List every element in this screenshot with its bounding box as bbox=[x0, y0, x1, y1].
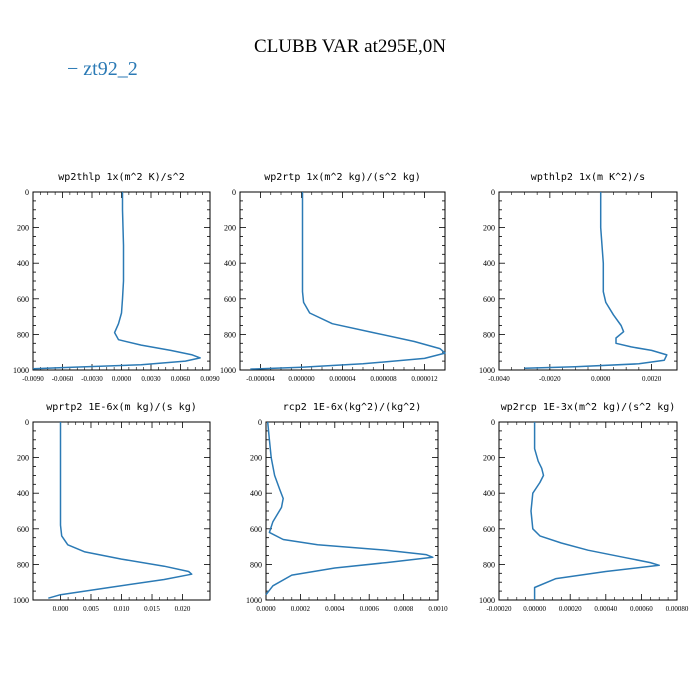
x-tick-label: -0.000004 bbox=[246, 375, 275, 383]
y-tick-label: 0 bbox=[491, 188, 495, 197]
y-tick-label: 200 bbox=[250, 454, 262, 463]
x-tick-label: 0.00060 bbox=[630, 605, 653, 613]
x-tick-label: 0.020 bbox=[175, 605, 191, 613]
y-tick-label: 400 bbox=[483, 489, 495, 498]
chart-5: rcp2 1E-6x(kg^2)/(kg^2) 0 200 400 600 800 1000… bbox=[246, 402, 448, 613]
chart-4: wprtp2 1E-6x(m kg)/(s kg) 0 200 400 600 800 10… bbox=[13, 402, 211, 613]
y-tick-label: 0 bbox=[232, 188, 236, 197]
y-tick-label: 0 bbox=[25, 418, 29, 427]
x-tick-label: 0.0008 bbox=[394, 605, 414, 613]
y-tick-label: 800 bbox=[17, 560, 29, 569]
x-tick-label: 0.0006 bbox=[360, 605, 380, 613]
y-tick-label: 200 bbox=[17, 454, 29, 463]
plot-frame bbox=[32, 421, 211, 601]
x-tick-label: 0.00040 bbox=[594, 605, 617, 613]
chart-6: wp2rcp 1E-3x(m^2 kg)/(s^2 kg) 0 200 400 600 8… bbox=[479, 402, 689, 613]
y-tick-label: 400 bbox=[224, 259, 236, 268]
plot-frame bbox=[498, 191, 678, 371]
chart-title: wp2rtp 1x(m^2 kg)/(s^2 kg) bbox=[264, 172, 421, 183]
x-tick-label: 0.0000 bbox=[256, 605, 276, 613]
x-tick-label: 0.0020 bbox=[642, 375, 662, 383]
x-tick-label: 0.000000 bbox=[288, 375, 315, 383]
x-tick-label: 0.0090 bbox=[200, 375, 220, 383]
x-tick-label: 0.0000 bbox=[112, 375, 132, 383]
x-tick-label: -0.0060 bbox=[52, 375, 74, 383]
page-title: CLUBB VAR at295E,0N bbox=[254, 36, 446, 57]
y-tick-label: 200 bbox=[483, 224, 495, 233]
x-tick-label: 0.010 bbox=[114, 605, 130, 613]
x-tick-label: 0.005 bbox=[83, 605, 99, 613]
y-tick-label: 200 bbox=[224, 224, 236, 233]
y-tick-label: 600 bbox=[17, 295, 29, 304]
chart-title: wp2rcp 1E-3x(m^2 kg)/(s^2 kg) bbox=[501, 402, 676, 413]
y-tick-label: 400 bbox=[17, 489, 29, 498]
y-tick-label: 200 bbox=[17, 224, 29, 233]
x-tick-label: 0.015 bbox=[144, 605, 160, 613]
series-line-zt92_2 bbox=[32, 192, 201, 370]
chart-1: wp2thlp 1x(m^2 K)/s^202004006008001000-0… bbox=[13, 172, 220, 383]
y-tick-label: 1000 bbox=[246, 596, 262, 605]
x-tick-label: 0.0030 bbox=[141, 375, 161, 383]
chart-3: wpthlp2 1x(m K^2)/s02004006008001000-0.0… bbox=[479, 172, 678, 383]
x-tick-label: -0.00020 bbox=[486, 605, 512, 613]
plot-frame bbox=[32, 191, 211, 371]
y-tick-label: 1000 bbox=[479, 366, 495, 375]
x-tick-label: 0.000004 bbox=[329, 375, 356, 383]
plot-frame bbox=[239, 191, 446, 371]
series-line-zt92_2 bbox=[48, 422, 193, 599]
y-tick-label: 800 bbox=[483, 560, 495, 569]
y-tick-label: 1000 bbox=[13, 366, 29, 375]
y-tick-label: 1000 bbox=[220, 366, 236, 375]
y-tick-label: 600 bbox=[483, 525, 495, 534]
chart-title: rcp2 1E-6x(kg^2)/(kg^2) bbox=[283, 402, 421, 413]
x-tick-label: 0.0060 bbox=[171, 375, 191, 383]
series-line-zt92_2 bbox=[524, 192, 668, 369]
series-line-zt92_2 bbox=[530, 422, 660, 600]
y-tick-label: 0 bbox=[25, 188, 29, 197]
x-tick-label: -0.0020 bbox=[539, 375, 561, 383]
y-tick-label: 200 bbox=[483, 454, 495, 463]
y-tick-label: 0 bbox=[258, 418, 262, 427]
y-tick-label: 800 bbox=[224, 330, 236, 339]
y-tick-label: 800 bbox=[483, 330, 495, 339]
chart-title: wprtp2 1E-6x(m kg)/(s kg) bbox=[46, 402, 197, 413]
chart-2: wp2rtp 1x(m^2 kg)/(s^2 kg) 0 200 400 600 800 1… bbox=[220, 172, 446, 383]
y-tick-label: 600 bbox=[224, 295, 236, 304]
x-tick-label: 0.000012 bbox=[411, 375, 438, 383]
y-tick-label: 600 bbox=[483, 295, 495, 304]
series-line-zt92_2 bbox=[265, 421, 434, 596]
y-tick-label: 800 bbox=[250, 560, 262, 569]
chart-title: wp2thlp 1x(m^2 K)/s^2 bbox=[58, 172, 184, 183]
x-tick-label: 0.0010 bbox=[428, 605, 448, 613]
y-tick-label: 1000 bbox=[479, 596, 495, 605]
x-tick-label: -0.0030 bbox=[81, 375, 103, 383]
y-tick-label: 600 bbox=[250, 525, 262, 534]
x-tick-label: 0.0000 bbox=[591, 375, 611, 383]
legend-entry: − zt92_2 bbox=[67, 58, 138, 80]
series-line-zt92_2 bbox=[250, 192, 446, 370]
chart-title: wpthlp2 1x(m K^2)/s bbox=[531, 172, 645, 183]
x-tick-label: 0.0002 bbox=[291, 605, 311, 613]
y-tick-label: 600 bbox=[17, 525, 29, 534]
x-tick-label: 0.00000 bbox=[523, 605, 546, 613]
x-tick-label: 0.000 bbox=[53, 605, 69, 613]
y-tick-label: 800 bbox=[17, 330, 29, 339]
x-tick-label: 0.0004 bbox=[325, 605, 345, 613]
y-tick-label: 1000 bbox=[13, 596, 29, 605]
y-tick-label: 400 bbox=[483, 259, 495, 268]
plot-frame bbox=[265, 421, 439, 601]
y-tick-label: 0 bbox=[491, 418, 495, 427]
x-tick-label: -0.0040 bbox=[488, 375, 510, 383]
x-tick-label: 0.00020 bbox=[559, 605, 582, 613]
x-tick-label: 0.000008 bbox=[370, 375, 397, 383]
y-tick-label: 400 bbox=[17, 259, 29, 268]
x-tick-label: -0.0090 bbox=[22, 375, 44, 383]
x-tick-label: 0.00080 bbox=[666, 605, 689, 613]
y-tick-label: 400 bbox=[250, 489, 262, 498]
